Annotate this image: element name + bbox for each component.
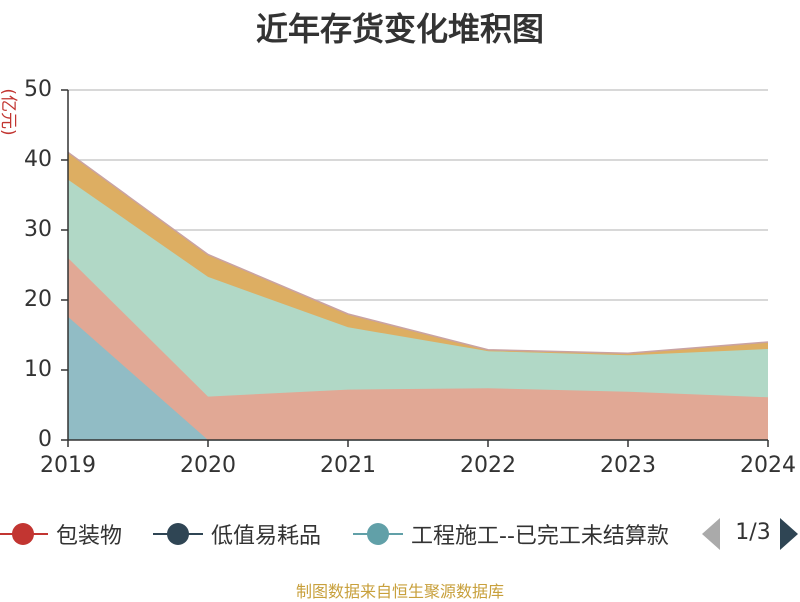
x-tick-label: 2022 xyxy=(460,453,516,478)
y-tick-label: 10 xyxy=(24,357,52,382)
legend-label: 工程施工--已完工未结算款 xyxy=(411,524,669,549)
legend-page-indicator: 1/3 xyxy=(735,520,771,545)
x-tick-label: 2021 xyxy=(320,453,376,478)
area-series-group xyxy=(67,151,769,441)
x-tick-label: 2023 xyxy=(600,453,656,478)
legend-item[interactable]: 低值易耗品 xyxy=(153,512,321,556)
y-tick-label: 30 xyxy=(24,217,52,242)
legend-circle-icon xyxy=(153,512,203,556)
x-tick-label: 2024 xyxy=(740,453,796,478)
axes: 0 10 20 30 40 50 2019 2020 2021 2022 2023 2024 xyxy=(24,77,796,478)
chart-title: 近年存货变化堆积图 xyxy=(255,10,544,48)
legend-circle-icon xyxy=(353,512,403,556)
y-tick-label: 20 xyxy=(24,287,52,312)
legend-circle-icon xyxy=(0,512,48,556)
x-tick-label: 2020 xyxy=(180,453,236,478)
y-tick-label: 40 xyxy=(24,147,52,172)
area-series-1[interactable] xyxy=(68,258,768,440)
legend-pager: 1/3 xyxy=(700,516,800,556)
triangle-left-icon[interactable] xyxy=(702,518,720,550)
x-tick-label: 2019 xyxy=(40,453,96,478)
legend-item[interactable]: 包装物 xyxy=(0,512,122,556)
area-series-line-4 xyxy=(67,151,769,354)
area-series-2[interactable] xyxy=(68,179,768,398)
y-tick-label: 50 xyxy=(24,77,52,102)
legend-label: 低值易耗品 xyxy=(211,524,322,549)
area-series-0[interactable] xyxy=(68,316,768,440)
y-axis-unit-label: (亿元) xyxy=(0,88,18,135)
legend: 包装物 低值易耗品 工程施工--已完工未结算款 xyxy=(0,512,700,556)
source-note: 制图数据来自恒生聚源数据库 xyxy=(295,582,504,601)
y-tick-label: 0 xyxy=(38,427,52,452)
legend-label: 包装物 xyxy=(56,524,123,549)
legend-item[interactable]: 工程施工--已完工未结算款 xyxy=(353,512,669,556)
triangle-right-icon[interactable] xyxy=(780,518,798,550)
